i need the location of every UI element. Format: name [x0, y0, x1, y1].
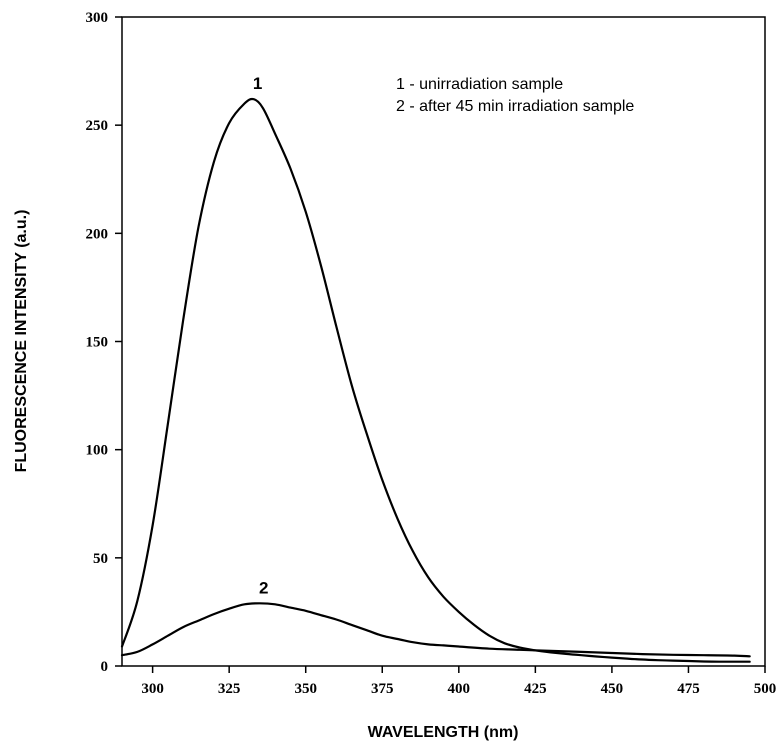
x-axis-title: WAVELENGTH (nm) [368, 724, 519, 741]
series-line-2 [122, 603, 750, 656]
y-tick-label: 200 [86, 226, 109, 242]
legend-entry-2: 2 - after 45 min irradiation sample [396, 98, 634, 115]
y-tick-label: 50 [93, 551, 108, 567]
y-tick-label: 250 [86, 118, 109, 134]
x-tick-label: 375 [371, 681, 394, 697]
legend-entry-1: 1 - unirradiation sample [396, 76, 563, 93]
y-tick-label: 150 [86, 335, 109, 351]
y-tick-label: 300 [86, 10, 109, 26]
series-line-1 [122, 99, 750, 662]
x-tick-label: 350 [294, 681, 317, 697]
series-label-1: 1 [253, 74, 262, 93]
x-tick-label: 475 [677, 681, 700, 697]
x-tick-label: 450 [601, 681, 624, 697]
x-tick-label: 400 [448, 681, 471, 697]
y-tick-label: 100 [86, 443, 109, 459]
y-axis-title: FLUORESCENCE INTENSITY (a.u.) [13, 210, 30, 473]
x-tick-label: 500 [754, 681, 777, 697]
x-tick-label: 300 [141, 681, 164, 697]
x-tick-label: 325 [218, 681, 241, 697]
y-tick-label: 0 [101, 659, 109, 675]
series-label-2: 2 [259, 578, 268, 597]
x-tick-label: 425 [524, 681, 547, 697]
